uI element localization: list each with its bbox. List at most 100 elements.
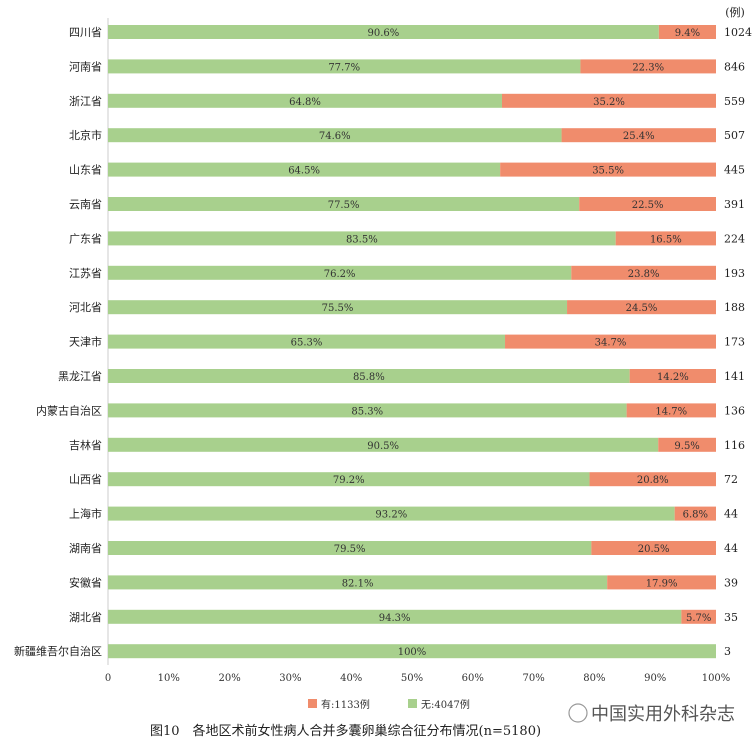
category-label: 浙江省 (69, 95, 102, 108)
category-label: 山东省 (69, 164, 102, 177)
bar-segment-pcos (591, 541, 716, 555)
bar-segment-no-pcos (108, 25, 659, 39)
figure-caption: 图10 各地区术前女性病人合并多囊卵巢综合征分布情况(n=5180) (150, 723, 541, 739)
category-label: 吉林省 (69, 438, 102, 452)
data-label-no-pcos: 64.5% (288, 166, 320, 177)
x-tick-label: 50% (401, 673, 423, 684)
category-label: 黑龙江省 (58, 370, 102, 383)
data-label-pcos: 35.5% (592, 166, 624, 177)
category-label: 云南省 (69, 198, 102, 211)
legend-swatch (408, 699, 417, 708)
data-label-no-pcos: 64.8% (289, 97, 321, 108)
data-label-no-pcos: 90.6% (368, 28, 400, 39)
bar-segment-no-pcos (108, 609, 682, 624)
bar-segment-no-pcos (108, 541, 592, 555)
bar-segment-pcos (658, 437, 716, 452)
data-label-no-pcos: 76.2% (324, 269, 356, 280)
total-count-label: 846 (724, 60, 745, 73)
bar-segment-pcos (674, 506, 716, 521)
total-count-label: 3 (724, 645, 731, 658)
total-count-label: 507 (724, 129, 745, 142)
category-label: 广东省 (69, 232, 102, 245)
total-count-label: 72 (724, 473, 738, 486)
total-count-label: 193 (724, 267, 745, 280)
data-label-no-pcos: 94.3% (379, 613, 411, 624)
data-label-no-pcos: 65.3% (291, 338, 323, 349)
total-count-label: 445 (724, 164, 745, 177)
category-label: 上海市 (69, 507, 102, 521)
bar-segment-no-pcos (108, 300, 568, 315)
x-tick-label: 90% (644, 673, 666, 684)
bar-segment-no-pcos (108, 231, 616, 246)
total-count-label: 39 (724, 576, 738, 589)
category-label: 北京市 (69, 128, 102, 142)
data-label-no-pcos: 77.7% (328, 62, 360, 73)
bar-segment-pcos (580, 59, 716, 74)
bar-segment-pcos (571, 265, 716, 280)
total-count-label: 559 (724, 95, 745, 108)
totals-unit-label: (例) (725, 5, 745, 19)
category-label: 四川省 (69, 26, 102, 39)
bar-segment-no-pcos (108, 197, 580, 211)
x-tick-label: 40% (340, 673, 362, 684)
total-count-label: 141 (724, 370, 745, 383)
bar-segment-no-pcos (108, 334, 506, 349)
data-label-pcos: 16.5% (650, 234, 682, 245)
total-count-label: 136 (724, 404, 745, 417)
bar-segment-no-pcos (108, 369, 630, 383)
data-label-no-pcos: 79.5% (334, 544, 366, 555)
bar-segment-no-pcos (108, 93, 502, 108)
x-tick-label: 60% (462, 673, 484, 684)
data-label-no-pcos: 83.5% (346, 234, 378, 245)
data-label-pcos: 9.5% (674, 441, 699, 452)
bar-segment-pcos (567, 300, 716, 315)
total-count-label: 1024 (724, 26, 752, 39)
x-tick-label: 20% (218, 673, 240, 684)
legend-label: 无:4047例 (421, 698, 470, 711)
total-count-label: 35 (724, 611, 738, 624)
x-tick-label: 100% (702, 673, 731, 684)
bar-segment-no-pcos (108, 575, 608, 590)
bar-segment-pcos (589, 472, 716, 487)
bar-segment-pcos (607, 575, 716, 590)
category-label: 湖南省 (69, 542, 102, 555)
category-label: 江苏省 (69, 267, 102, 280)
legend-swatch (308, 699, 317, 708)
legend-label: 有:1133例 (321, 698, 370, 711)
category-label: 天津市 (69, 335, 102, 349)
data-label-no-pcos: 75.5% (322, 303, 354, 314)
data-label-pcos: 17.9% (646, 578, 678, 589)
data-label-no-pcos: 77.5% (328, 200, 360, 211)
bar-segment-pcos (500, 162, 716, 177)
data-label-pcos: 23.8% (628, 269, 660, 280)
total-count-label: 44 (724, 508, 738, 521)
data-label-no-pcos: 90.5% (367, 441, 399, 452)
total-count-label: 44 (724, 542, 738, 555)
data-label-pcos: 22.5% (632, 200, 664, 211)
bar-segment-no-pcos (108, 403, 627, 418)
bar-segment-pcos (629, 369, 716, 383)
data-label-no-pcos: 85.3% (351, 406, 383, 417)
data-label-no-pcos: 93.2% (375, 510, 407, 521)
wechat-logo-icon (568, 703, 588, 723)
x-tick-label: 0 (105, 673, 111, 684)
data-label-pcos: 6.8% (683, 510, 708, 521)
x-tick-label: 70% (522, 673, 544, 684)
bar-segment-no-pcos (108, 437, 659, 452)
data-label-pcos: 24.5% (626, 303, 658, 314)
bar-segment-no-pcos (108, 162, 501, 177)
bar-segment-no-pcos (108, 506, 675, 521)
total-count-label: 116 (724, 439, 745, 452)
category-label: 新疆维吾尔自治区 (14, 644, 102, 658)
watermark-text: 中国实用外科杂志 (591, 704, 735, 725)
bar-segment-pcos (561, 128, 716, 143)
data-label-pcos: 25.4% (623, 131, 655, 142)
bar-segment-pcos (505, 334, 716, 349)
category-label: 河南省 (69, 60, 102, 73)
total-count-label: 224 (724, 232, 745, 245)
data-label-pcos: 9.4% (675, 28, 700, 39)
data-label-no-pcos: 85.8% (353, 372, 385, 383)
category-label: 内蒙古自治区 (36, 403, 102, 417)
total-count-label: 173 (724, 336, 745, 349)
